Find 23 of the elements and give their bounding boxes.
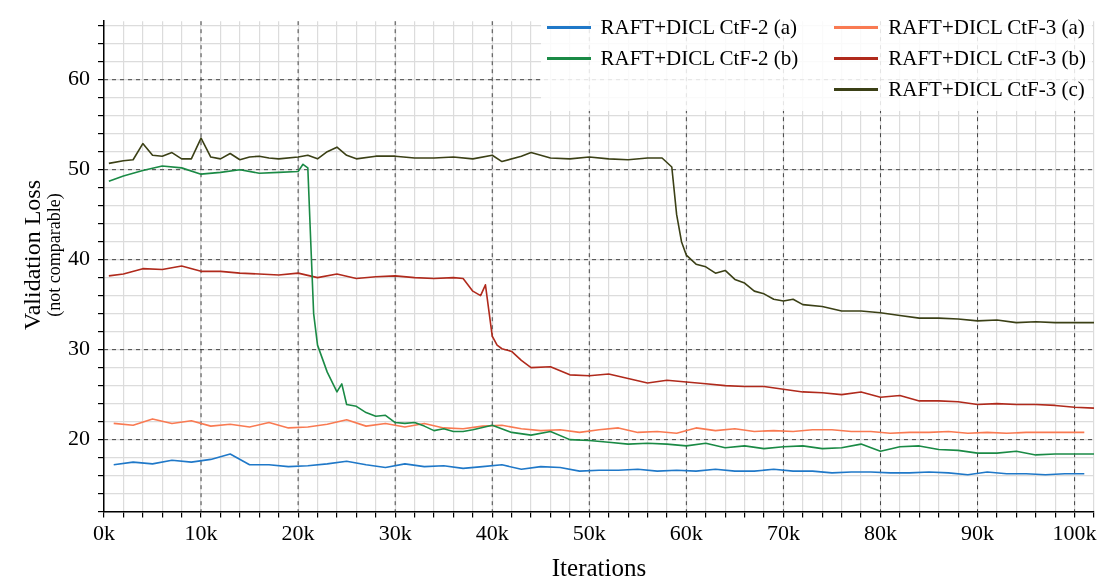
y-tick-label: 40 xyxy=(68,245,90,271)
y-tick-label: 20 xyxy=(68,425,90,451)
legend-label: RAFT+DICL CtF-3 (c) xyxy=(888,77,1085,102)
legend-label: RAFT+DICL CtF-3 (a) xyxy=(888,15,1085,40)
x-tick-label: 100k xyxy=(1052,519,1097,545)
x-tick-label: 70k xyxy=(766,519,800,545)
y-axis-title: Validation Loss (not comparable) xyxy=(18,180,66,330)
x-tick-label: 10k xyxy=(184,519,218,545)
legend-label: RAFT+DICL CtF-2 (a) xyxy=(600,15,798,40)
legend-label: RAFT+DICL CtF-2 (b) xyxy=(600,46,799,71)
x-tick-label: 60k xyxy=(669,519,703,545)
y-tick-label: 60 xyxy=(68,65,90,91)
x-tick-label: 20k xyxy=(281,519,315,545)
y-tick-label: 30 xyxy=(68,335,90,361)
x-tick-label: 0k xyxy=(93,519,115,545)
x-tick-label: 40k xyxy=(475,519,509,545)
y-tick-label: 50 xyxy=(68,155,90,181)
x-tick-label: 80k xyxy=(863,519,897,545)
x-axis-title: Iterations xyxy=(551,553,647,581)
x-tick-label: 90k xyxy=(961,519,995,545)
x-tick-label: 50k xyxy=(572,519,606,545)
legend-label: RAFT+DICL CtF-3 (b) xyxy=(888,46,1086,71)
x-tick-label: 30k xyxy=(378,519,412,545)
